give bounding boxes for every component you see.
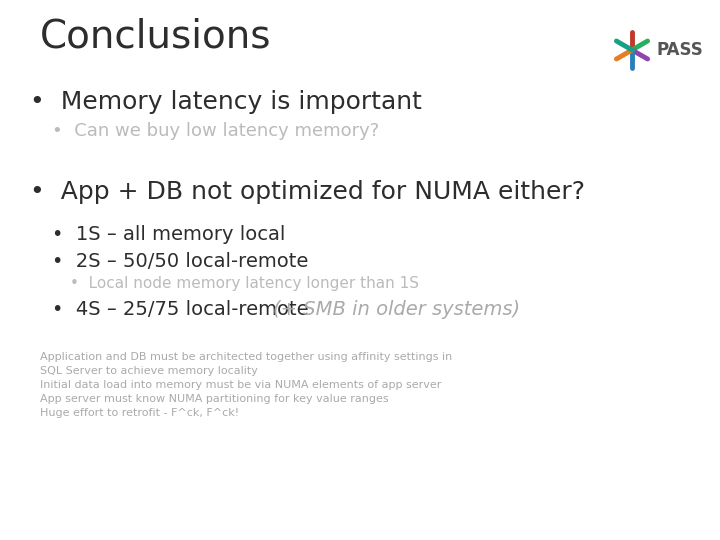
Text: Application and DB must be architected together using affinity settings in: Application and DB must be architected t…	[40, 352, 452, 362]
Text: •  App + DB not optimized for NUMA either?: • App + DB not optimized for NUMA either…	[30, 180, 585, 204]
Text: (+ SMB in older systems): (+ SMB in older systems)	[274, 300, 521, 319]
Text: •  Local node memory latency longer than 1S: • Local node memory latency longer than …	[70, 276, 419, 291]
Text: •  Memory latency is important: • Memory latency is important	[30, 90, 422, 114]
Text: Conclusions: Conclusions	[40, 18, 271, 56]
Text: •  Can we buy low latency memory?: • Can we buy low latency memory?	[52, 122, 379, 140]
Text: Initial data load into memory must be via NUMA elements of app server: Initial data load into memory must be vi…	[40, 380, 441, 390]
Text: •  4S – 25/75 local-remote: • 4S – 25/75 local-remote	[52, 300, 315, 319]
Text: •  1S – all memory local: • 1S – all memory local	[52, 225, 285, 244]
Text: SQL Server to achieve memory locality: SQL Server to achieve memory locality	[40, 366, 258, 376]
Text: App server must know NUMA partitioning for key value ranges: App server must know NUMA partitioning f…	[40, 394, 389, 404]
Text: Huge effort to retrofit - F^ck, F^ck!: Huge effort to retrofit - F^ck, F^ck!	[40, 408, 239, 418]
Text: •  2S – 50/50 local-remote: • 2S – 50/50 local-remote	[52, 252, 308, 271]
Text: PASS: PASS	[656, 41, 703, 59]
